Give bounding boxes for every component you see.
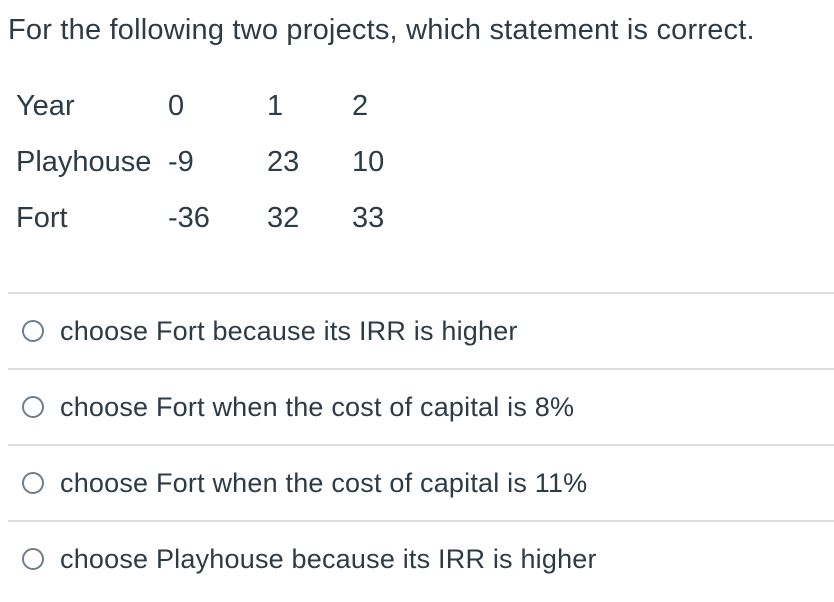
- radio-button[interactable]: [22, 472, 44, 494]
- answer-options: choose Fort because its IRR is higher ch…: [8, 292, 834, 596]
- answer-option-4[interactable]: choose Playhouse because its IRR is high…: [8, 520, 834, 596]
- cashflow-table: Year 0 1 2 Playhouse -9 23 10 Fort -36 3…: [16, 78, 834, 246]
- answer-option-label: choose Fort because its IRR is higher: [60, 315, 518, 346]
- table-cell: 10: [352, 145, 385, 178]
- table-cell: Fort: [16, 201, 68, 234]
- table-row-year: Year 0 1 2: [16, 78, 834, 134]
- table-cell: Year: [16, 89, 75, 122]
- answer-option-2[interactable]: choose Fort when the cost of capital is …: [8, 368, 834, 444]
- table-cell: Playhouse: [16, 145, 152, 178]
- answer-option-label: choose Playhouse because its IRR is high…: [60, 543, 597, 574]
- table-cell: 23: [267, 145, 300, 178]
- table-cell: -9: [168, 145, 194, 178]
- quiz-question-page: For the following two projects, which st…: [0, 12, 834, 602]
- answer-option-label: choose Fort when the cost of capital is …: [60, 467, 588, 498]
- table-cell: 2: [352, 89, 369, 122]
- answer-option-3[interactable]: choose Fort when the cost of capital is …: [8, 444, 834, 520]
- table-cell: 1: [267, 89, 284, 122]
- table-cell: 33: [352, 201, 385, 234]
- radio-button[interactable]: [22, 548, 44, 570]
- table-row-playhouse: Playhouse -9 23 10: [16, 134, 834, 190]
- table-row-fort: Fort -36 32 33: [16, 190, 834, 246]
- radio-button[interactable]: [22, 396, 44, 418]
- answer-option-1[interactable]: choose Fort because its IRR is higher: [8, 292, 834, 368]
- table-cell: -36: [168, 201, 210, 234]
- table-cell: 32: [267, 201, 300, 234]
- answer-option-label: choose Fort when the cost of capital is …: [60, 391, 575, 422]
- radio-button[interactable]: [22, 320, 44, 342]
- question-title: For the following two projects, which st…: [8, 14, 755, 46]
- table-cell: 0: [168, 89, 185, 122]
